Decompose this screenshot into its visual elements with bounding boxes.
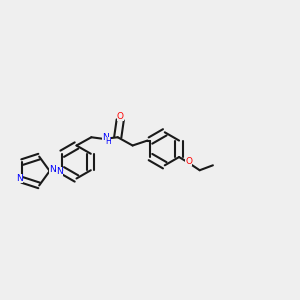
Text: H: H: [105, 137, 110, 146]
Text: N: N: [16, 174, 23, 183]
Text: N: N: [102, 133, 109, 142]
Text: O: O: [117, 112, 124, 121]
Text: O: O: [185, 157, 192, 166]
Text: N: N: [49, 165, 56, 174]
Text: N: N: [56, 167, 63, 176]
